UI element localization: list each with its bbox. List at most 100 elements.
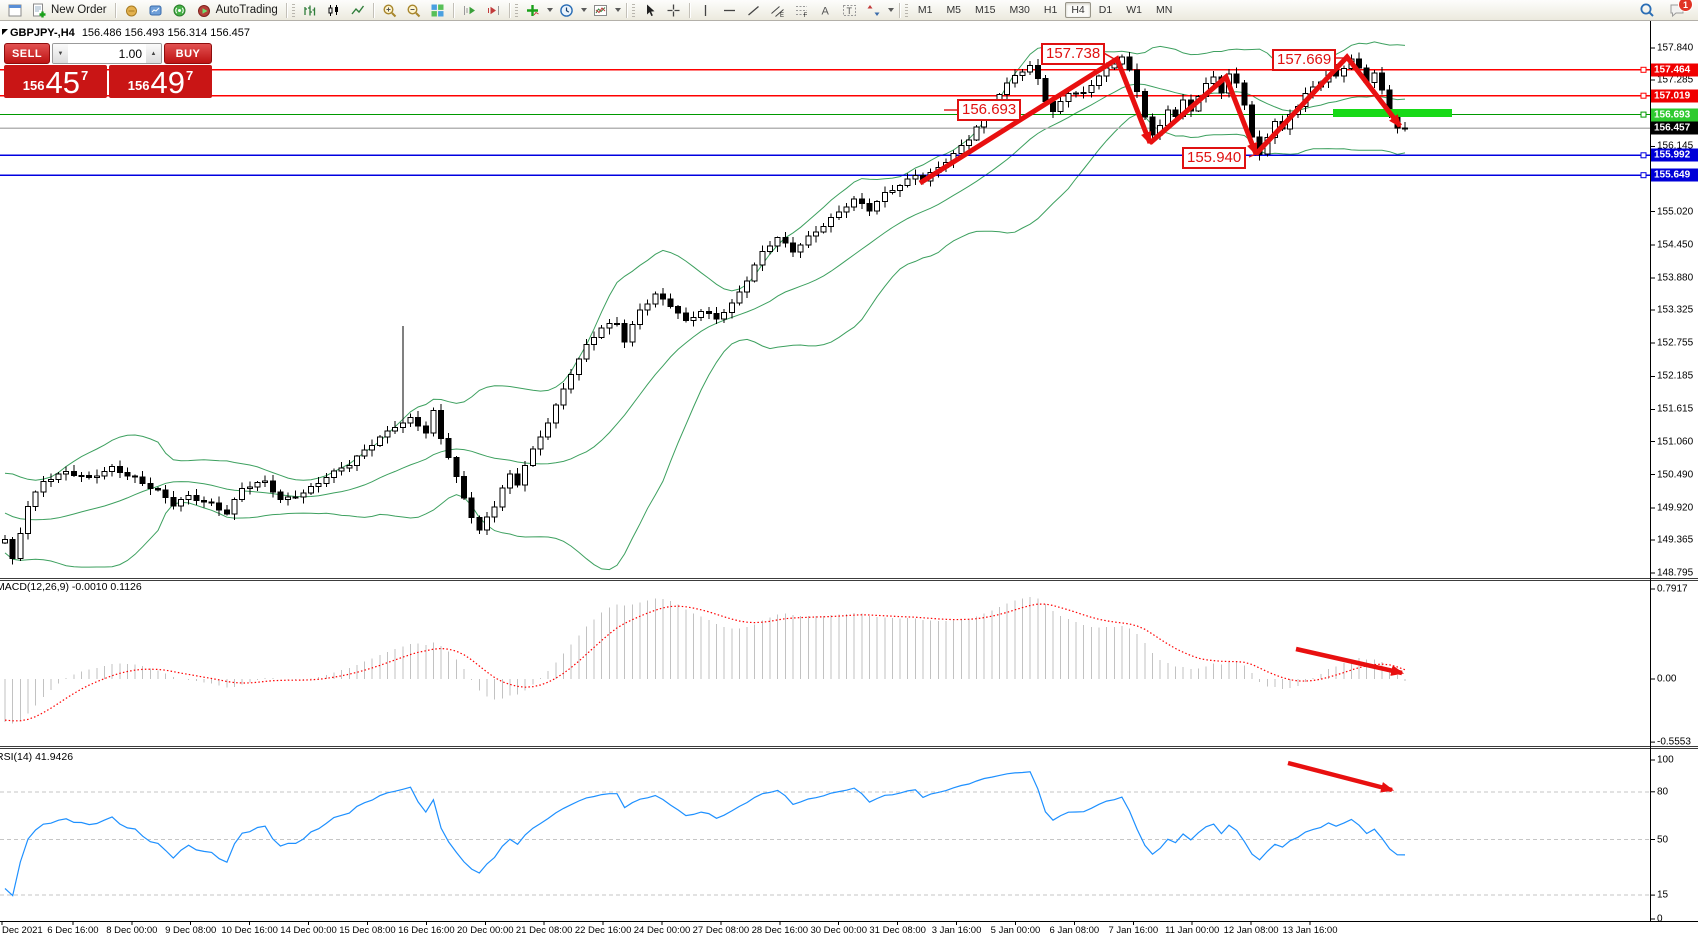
tile-windows-icon[interactable] bbox=[426, 1, 450, 19]
timeframe-group: M1 M5 M15 M30 H1 H4 D1 W1 MN bbox=[911, 2, 1179, 18]
trendline-tool-icon[interactable] bbox=[742, 1, 766, 19]
buy-price-point: 7 bbox=[185, 68, 194, 83]
periods-dropdown-arrow[interactable] bbox=[580, 8, 587, 12]
autotrading-label: AutoTrading bbox=[215, 4, 278, 16]
new-order-icon bbox=[33, 3, 46, 17]
line-handle bbox=[1640, 92, 1647, 99]
line-handle bbox=[1640, 111, 1647, 118]
new-order-label: New Order bbox=[51, 4, 107, 16]
crosshair-tool-icon[interactable] bbox=[662, 1, 686, 19]
rsi-line bbox=[4, 771, 1406, 897]
line-handle bbox=[1640, 152, 1647, 159]
svg-text:A: A bbox=[822, 5, 830, 17]
volume-increase-button[interactable]: ▲ bbox=[146, 44, 161, 63]
trend-zigzag-arrow bbox=[1148, 72, 1259, 157]
vertical-line-tool-icon[interactable] bbox=[694, 1, 718, 19]
indicators-icon[interactable] bbox=[521, 1, 545, 19]
sell-price-panel[interactable]: 156 45 7 bbox=[4, 65, 107, 98]
line-handle bbox=[1640, 172, 1647, 179]
toolbar-grip[interactable] bbox=[291, 3, 295, 17]
timeframe-button-h4[interactable]: H4 bbox=[1065, 2, 1091, 18]
timeframe-button-mn[interactable]: MN bbox=[1155, 4, 1173, 16]
line-handle bbox=[1640, 66, 1647, 73]
chart-ohlc-values: 156.486 156.493 156.314 156.457 bbox=[81, 27, 251, 39]
svg-text:T: T bbox=[847, 6, 853, 16]
arrows-tool-icon[interactable] bbox=[862, 1, 886, 19]
line-chart-icon[interactable] bbox=[346, 1, 370, 19]
svg-text:E: E bbox=[780, 13, 784, 18]
volume-decrease-button[interactable]: ▼ bbox=[53, 44, 68, 63]
volume-spinner: ▼ 1.00 ▲ bbox=[52, 43, 162, 64]
buy-price-figure: 156 bbox=[127, 78, 150, 93]
chart-shift-icon[interactable] bbox=[482, 1, 506, 19]
main-toolbar: New Order AutoTrading bbox=[0, 0, 1698, 21]
new-order-button[interactable]: New Order bbox=[27, 1, 112, 19]
toolbar-grip[interactable] bbox=[514, 3, 518, 17]
buy-price-panel[interactable]: 156 49 7 bbox=[109, 65, 212, 98]
volume-value[interactable]: 1.00 bbox=[118, 46, 142, 61]
zoom-in-icon[interactable] bbox=[378, 1, 402, 19]
trend-zigzag-arrow bbox=[1254, 53, 1402, 156]
sell-price-pips: 45 bbox=[45, 65, 80, 100]
expert-advisors-icon[interactable] bbox=[120, 1, 144, 19]
indicators-dropdown-arrow[interactable] bbox=[546, 8, 553, 12]
macd-histogram bbox=[4, 596, 1406, 724]
toolbar-grip[interactable] bbox=[904, 3, 908, 17]
timeframe-button-w1[interactable]: W1 bbox=[1126, 4, 1142, 16]
templates-icon[interactable] bbox=[589, 1, 613, 19]
arrows-dropdown-arrow[interactable] bbox=[887, 8, 894, 12]
horizontal-line-tool-icon[interactable] bbox=[718, 1, 742, 19]
templates-dropdown-arrow[interactable] bbox=[614, 8, 621, 12]
svg-text:F: F bbox=[804, 13, 808, 18]
timeframe-button-d1[interactable]: D1 bbox=[1098, 4, 1113, 16]
candlestick-chart-icon[interactable] bbox=[322, 1, 346, 19]
timeframe-button-h1[interactable]: H1 bbox=[1043, 4, 1058, 16]
chart-window-icon[interactable] bbox=[3, 1, 27, 19]
sell-price-figure: 156 bbox=[22, 78, 45, 93]
callout-connector bbox=[1101, 51, 1117, 61]
text-label-tool-icon[interactable]: T bbox=[838, 1, 862, 19]
text-tool-icon[interactable]: A bbox=[814, 1, 838, 19]
separator bbox=[688, 2, 691, 18]
autotrading-icon bbox=[197, 4, 210, 17]
macd-trend-arrow bbox=[1295, 646, 1405, 676]
macd-signal-line bbox=[4, 603, 1406, 722]
one-click-trading-panel: SELL ▼ 1.00 ▲ BUY 156 45 7 156 49 7 bbox=[4, 43, 212, 98]
toolbar-grip[interactable] bbox=[631, 3, 635, 17]
periods-clock-icon[interactable] bbox=[555, 1, 579, 19]
bollinger-lower-band bbox=[4, 113, 1406, 571]
notifications-icon[interactable]: 1 bbox=[1665, 0, 1693, 19]
market-watch-icon[interactable] bbox=[144, 1, 168, 19]
callout-connector bbox=[1248, 152, 1259, 158]
buy-button[interactable]: BUY bbox=[164, 43, 212, 64]
timeframe-button-m30[interactable]: M30 bbox=[1009, 4, 1030, 16]
macd-label: MACD(12,26,9) -0.0010 0.1126 bbox=[0, 581, 142, 593]
chart-title-row: GBPJPY-,H4 156.486 156.493 156.314 156.4… bbox=[10, 27, 250, 39]
signals-icon[interactable] bbox=[168, 1, 192, 19]
toolbar-right: 1 bbox=[1635, 0, 1695, 19]
sell-button[interactable]: SELL bbox=[4, 43, 50, 64]
rsi-trend-arrow bbox=[1287, 760, 1395, 793]
separator bbox=[898, 2, 901, 18]
separator bbox=[285, 2, 288, 18]
search-icon[interactable] bbox=[1635, 1, 1659, 19]
bar-chart-icon[interactable] bbox=[298, 1, 322, 19]
bollinger-upper-band bbox=[4, 41, 1406, 481]
fibonacci-tool-icon[interactable]: F bbox=[790, 1, 814, 19]
auto-scroll-icon[interactable] bbox=[458, 1, 482, 19]
notification-badge[interactable]: 1 bbox=[1678, 0, 1693, 12]
timeframe-button-m15[interactable]: M15 bbox=[975, 4, 996, 16]
autotrading-button[interactable]: AutoTrading bbox=[192, 1, 283, 19]
trend-zigzag-arrow bbox=[918, 55, 1153, 186]
separator bbox=[452, 2, 455, 18]
timeframe-button-m1[interactable]: M1 bbox=[917, 4, 933, 16]
sell-price-point: 7 bbox=[80, 68, 89, 83]
equidistant-channel-tool-icon[interactable]: E bbox=[766, 1, 790, 19]
rsi-label: RSI(14) 41.9426 bbox=[0, 751, 74, 763]
zoom-out-icon[interactable] bbox=[402, 1, 426, 19]
cursor-tool-icon[interactable] bbox=[638, 1, 662, 19]
chart-title: GBPJPY-,H4 bbox=[10, 27, 75, 39]
timeframe-button-m5[interactable]: M5 bbox=[946, 4, 962, 16]
